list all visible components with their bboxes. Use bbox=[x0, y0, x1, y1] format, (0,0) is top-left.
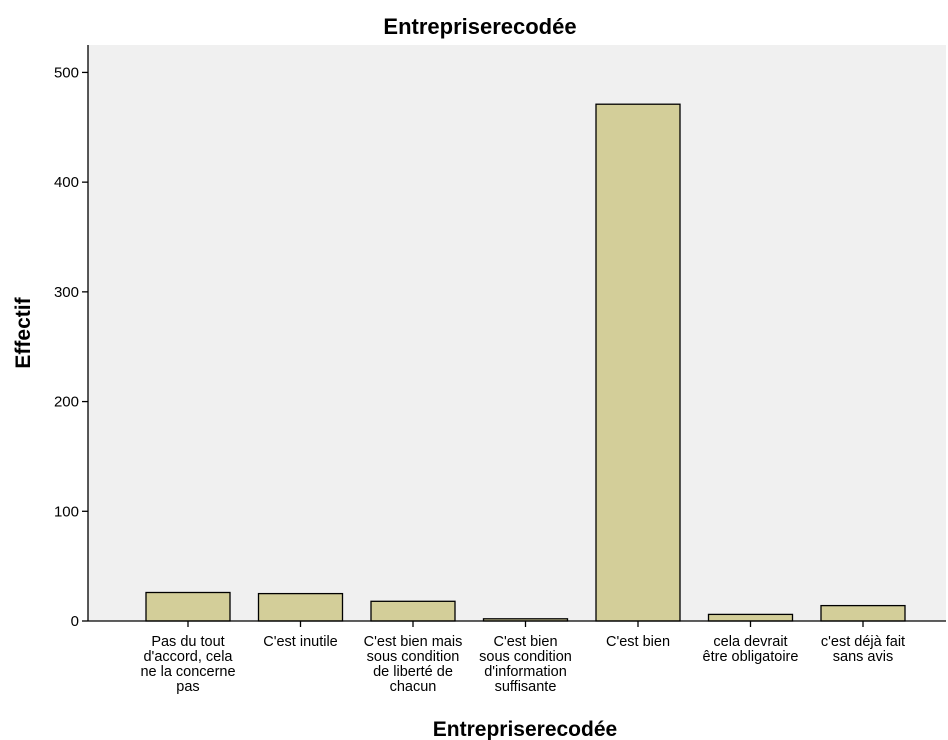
x-tick-label-5: cela devrait être obligatoire bbox=[703, 634, 799, 665]
bar-6 bbox=[820, 604, 906, 622]
x-tick-label-2: C'est bien mais sous condition de liberté … bbox=[364, 634, 463, 695]
chart-title: Entrepriserecodée bbox=[383, 14, 576, 39]
y-tick-label-0: 0 bbox=[71, 613, 79, 630]
x-tick-label-1: C'est inutile bbox=[263, 634, 338, 650]
y-axis: 0 100 200 300 400 500 bbox=[54, 45, 89, 630]
plot-background bbox=[88, 45, 946, 621]
bar-5 bbox=[707, 613, 794, 622]
bar-2 bbox=[370, 600, 456, 622]
y-tick-label-2: 200 bbox=[54, 394, 79, 411]
bars-group bbox=[145, 103, 906, 622]
x-axis-title: Entrepriserecodée bbox=[433, 718, 617, 740]
y-axis-title: Effectif bbox=[12, 296, 35, 368]
bar-1 bbox=[257, 592, 344, 622]
y-tick-label-4: 400 bbox=[54, 174, 79, 191]
x-tick-label-4: C'est bien bbox=[606, 634, 670, 650]
y-tick-label-1: 100 bbox=[54, 503, 79, 520]
y-tick-label-3: 300 bbox=[54, 284, 79, 301]
x-tick-label-3: C'est bien sous condition d'information suf… bbox=[479, 634, 572, 695]
x-tick-label-0: Pas du tout d'accord, cela ne la concerne p… bbox=[140, 634, 235, 695]
bar-4 bbox=[595, 103, 681, 622]
x-axis: Pas du tout d'accord, cela ne la concerne p… bbox=[88, 620, 946, 695]
x-tick-label-6: c'est déjà fait sans avis bbox=[821, 634, 905, 665]
y-tick-label-5: 500 bbox=[54, 64, 79, 81]
bar-0 bbox=[145, 591, 231, 622]
